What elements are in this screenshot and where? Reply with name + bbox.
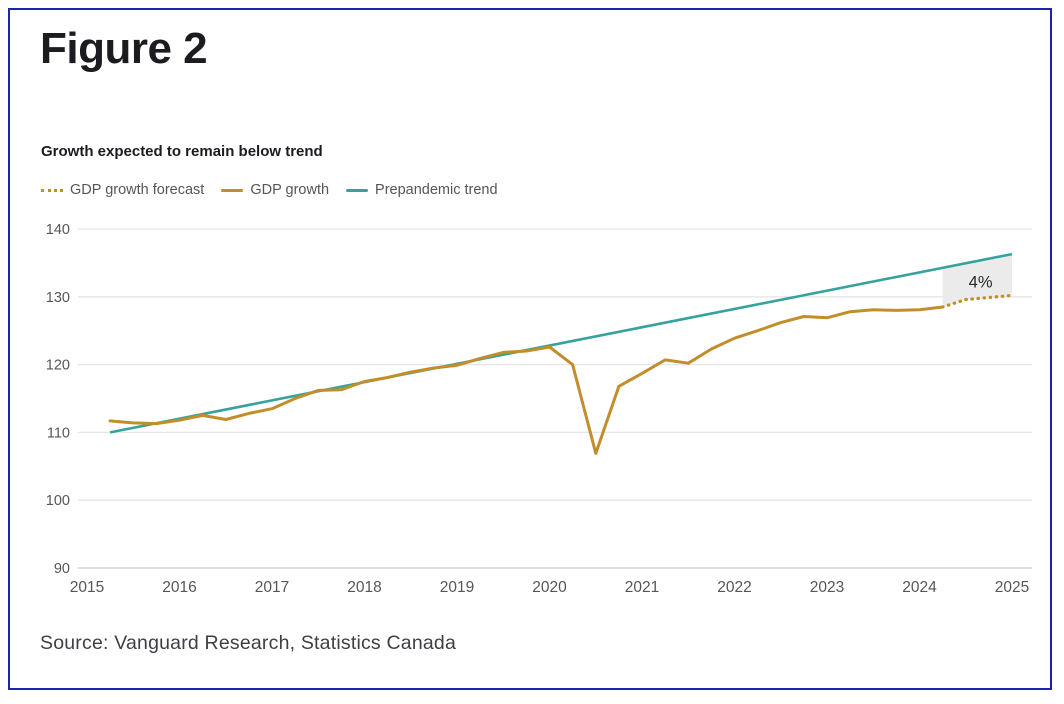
svg-text:130: 130 <box>46 290 70 306</box>
svg-text:2019: 2019 <box>440 579 474 596</box>
legend-label: GDP growth <box>250 182 330 198</box>
source-note: Source: Vanguard Research, Statistics Ca… <box>40 632 456 654</box>
svg-text:140: 140 <box>46 222 70 238</box>
legend-item-gdp-growth: GDP growth <box>221 182 329 198</box>
legend-label: GDP growth forecast <box>70 182 205 198</box>
chart-legend: GDP growth forecast GDP growth Prepandem… <box>41 182 498 198</box>
svg-text:90: 90 <box>54 561 70 577</box>
svg-text:120: 120 <box>46 358 70 374</box>
trend-gap-region <box>942 254 1012 307</box>
svg-text:2017: 2017 <box>255 579 289 596</box>
svg-text:2024: 2024 <box>902 579 937 596</box>
svg-text:2022: 2022 <box>717 579 751 596</box>
y-gridlines <box>78 228 1032 569</box>
gdp-growth-forecast-line <box>940 293 1014 309</box>
legend-item-prepandemic-trend: Prepandemic trend <box>346 182 498 198</box>
svg-text:110: 110 <box>47 425 70 441</box>
svg-text:2021: 2021 <box>625 579 659 596</box>
legend-item-gdp-growth-forecast: GDP growth forecast <box>41 182 204 198</box>
solid-teal-line-swatch-icon <box>346 188 369 192</box>
svg-text:2016: 2016 <box>162 579 196 596</box>
gdp-growth-line <box>108 305 945 455</box>
y-tick-labels: 90 100 110 120 130 140 <box>46 222 70 577</box>
legend-label: Prepandemic trend <box>375 182 498 198</box>
svg-text:2018: 2018 <box>347 579 381 596</box>
svg-text:2020: 2020 <box>532 579 567 596</box>
x-tick-labels: 2015 2016 2017 2018 2019 2020 2021 2022 2023 2024… <box>70 579 1029 596</box>
chart-subtitle: Growth expected to remain below trend <box>41 143 323 160</box>
solid-gold-line-swatch-icon <box>221 188 244 192</box>
svg-text:2023: 2023 <box>810 579 844 596</box>
gap-annotation: 4% <box>969 273 993 291</box>
svg-text:100: 100 <box>46 493 70 509</box>
prepandemic-trend-line <box>109 252 1013 434</box>
svg-text:2025: 2025 <box>995 579 1029 596</box>
dotted-line-swatch-icon <box>41 188 63 192</box>
figure-title: Figure 2 <box>40 24 208 73</box>
figure-panel: Figure 2 Growth expected to remain below… <box>8 8 1052 690</box>
svg-text:2015: 2015 <box>70 579 104 596</box>
